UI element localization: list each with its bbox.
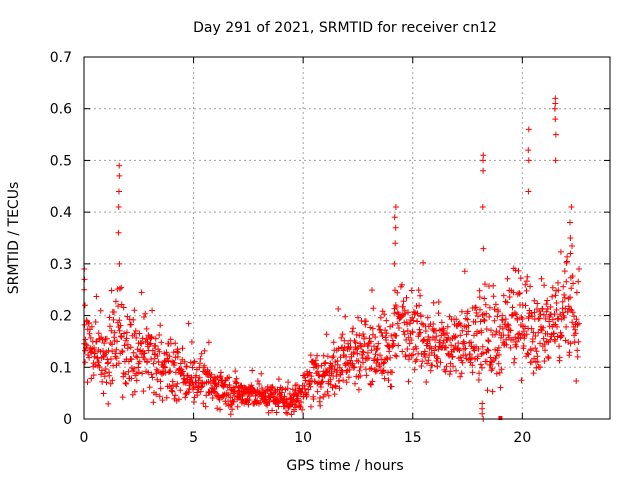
x-tick-label: 0 [80, 430, 89, 446]
data-points [81, 95, 582, 422]
scatter-markers [81, 95, 582, 422]
special-point [498, 416, 503, 420]
y-tick-labels: 0 0.1 0.2 0.3 0.4 0.5 0.6 0.7 [50, 50, 72, 428]
axis-ticks [83, 56, 610, 420]
y-axis-label: SRMTID / TECUs [6, 182, 22, 295]
x-tick-label: 5 [189, 430, 198, 446]
y-tick-label: 0 [63, 412, 72, 428]
y-tick-label: 0.2 [50, 309, 72, 325]
y-tick-label: 0.5 [50, 153, 72, 169]
grid [84, 57, 610, 419]
x-tick-label: 15 [404, 430, 422, 446]
y-tick-label: 0.6 [50, 102, 72, 118]
chart-title: Day 291 of 2021, SRMTID for receiver cn1… [193, 20, 497, 36]
x-axis-label: GPS time / hours [286, 458, 403, 474]
x-tick-label: 10 [294, 430, 312, 446]
y-tick-label: 0.4 [50, 205, 72, 221]
y-tick-label: 0.3 [50, 257, 72, 273]
y-tick-label: 0.7 [50, 50, 72, 66]
x-tick-labels: 0 5 10 15 20 [80, 430, 532, 446]
y-tick-label: 0.1 [50, 360, 72, 376]
x-tick-label: 20 [513, 430, 531, 446]
plot-frame [83, 56, 611, 420]
